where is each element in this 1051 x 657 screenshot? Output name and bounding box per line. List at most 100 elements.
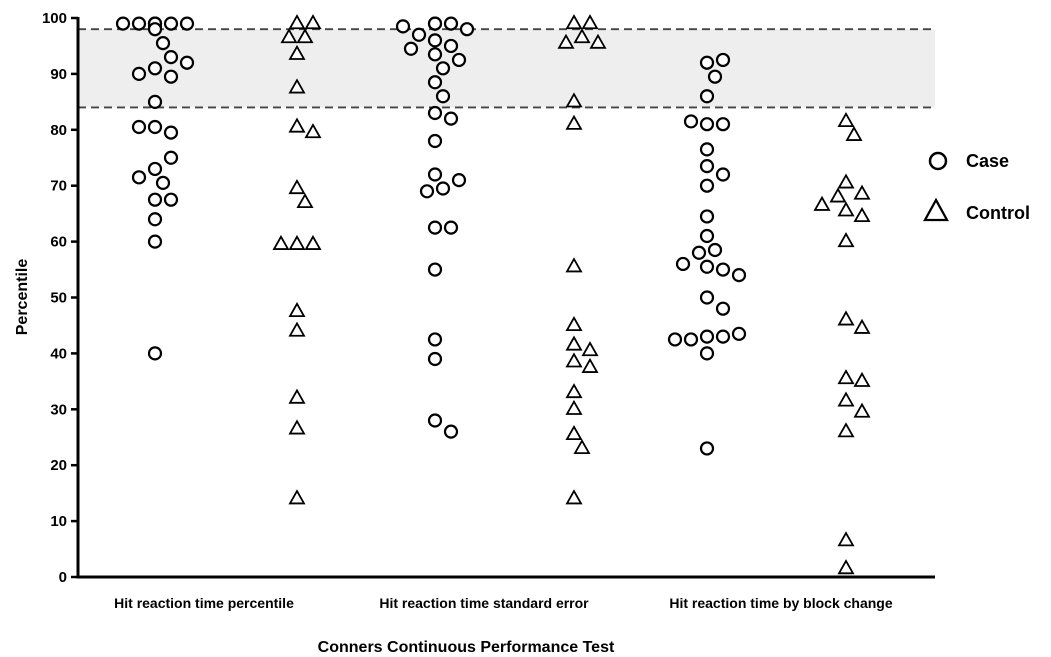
control-point (837, 422, 855, 438)
case-point (715, 52, 731, 68)
case-point (699, 290, 715, 305)
control-point (557, 33, 575, 49)
y-tick-label: 20 (50, 457, 67, 474)
y-tick-label: 0 (59, 569, 67, 586)
control-point (288, 44, 306, 60)
case-point (163, 50, 179, 65)
data-points (115, 14, 871, 575)
control-point (853, 371, 871, 387)
control-point (565, 424, 583, 441)
case-point (427, 167, 443, 182)
control-point (853, 206, 871, 223)
case-point (731, 268, 747, 283)
case-point (155, 175, 171, 191)
y-tick-label: 10 (50, 513, 67, 530)
case-point (683, 332, 699, 347)
case-point (131, 16, 147, 31)
case-point (699, 159, 715, 174)
case-point (163, 125, 179, 140)
control-point (272, 234, 290, 250)
control-point (853, 184, 871, 200)
case-point (147, 94, 163, 109)
control-point (573, 28, 591, 44)
control-point (581, 341, 599, 357)
case-point (427, 351, 443, 367)
case-point (443, 111, 459, 126)
y-tick-label: 70 (50, 178, 67, 195)
control-point (565, 399, 583, 415)
case-point (411, 27, 427, 42)
y-tick-label: 90 (50, 66, 67, 83)
y-tick-label: 40 (50, 345, 67, 362)
case-point (699, 142, 715, 157)
case-point (427, 220, 443, 235)
case-point (427, 105, 443, 121)
case-point (699, 209, 715, 224)
legend: Case Control (923, 151, 1030, 223)
case-point (147, 346, 163, 361)
control-point (581, 14, 599, 30)
case-point (459, 22, 475, 37)
case-point (715, 329, 731, 344)
control-point (304, 14, 322, 30)
control-point (280, 28, 298, 44)
case-point (699, 346, 715, 361)
case-point (147, 212, 163, 227)
x-axis-title: Conners Continuous Performance Test (318, 639, 615, 656)
control-point (296, 193, 314, 209)
case-point (707, 69, 723, 84)
case-point (443, 38, 459, 54)
case-point (699, 89, 715, 104)
control-point (813, 195, 831, 211)
case-point (147, 234, 163, 249)
control-point (853, 318, 871, 334)
control-point (837, 310, 855, 326)
case-point (691, 245, 707, 260)
case-point (667, 332, 683, 347)
control-point (565, 383, 583, 399)
control-point (288, 179, 306, 195)
legend-case-marker (928, 151, 948, 171)
control-point (288, 117, 306, 133)
case-point (435, 61, 451, 76)
control-point (288, 489, 306, 505)
case-point (147, 61, 163, 76)
control-point (304, 123, 322, 139)
control-point (837, 369, 855, 385)
case-point (131, 119, 147, 135)
case-point (443, 220, 459, 235)
control-point (837, 559, 855, 575)
case-point (715, 301, 731, 316)
control-point (288, 14, 306, 30)
case-point (395, 19, 411, 34)
control-point (837, 173, 855, 189)
y-axis-title: Percentile (14, 259, 31, 336)
control-point (565, 315, 583, 332)
control-point (837, 391, 855, 407)
control-point (288, 78, 306, 94)
control-point (853, 402, 871, 418)
control-point (589, 33, 607, 49)
case-point (131, 170, 147, 185)
control-point (288, 388, 306, 404)
case-point (427, 262, 443, 277)
control-point (837, 531, 855, 547)
y-tick-label: 30 (50, 401, 67, 418)
case-point (715, 167, 731, 182)
case-point (427, 332, 443, 347)
case-point (443, 424, 459, 439)
control-point (565, 335, 583, 351)
control-point (565, 92, 583, 108)
case-point (451, 52, 467, 68)
case-point (715, 117, 731, 132)
case-point (699, 329, 715, 344)
case-point (715, 262, 731, 277)
case-point (179, 16, 195, 31)
control-point (565, 352, 583, 368)
reference-band (78, 29, 935, 108)
case-point (707, 242, 723, 258)
case-point (147, 22, 163, 37)
case-point (427, 47, 443, 62)
case-point (675, 256, 691, 272)
